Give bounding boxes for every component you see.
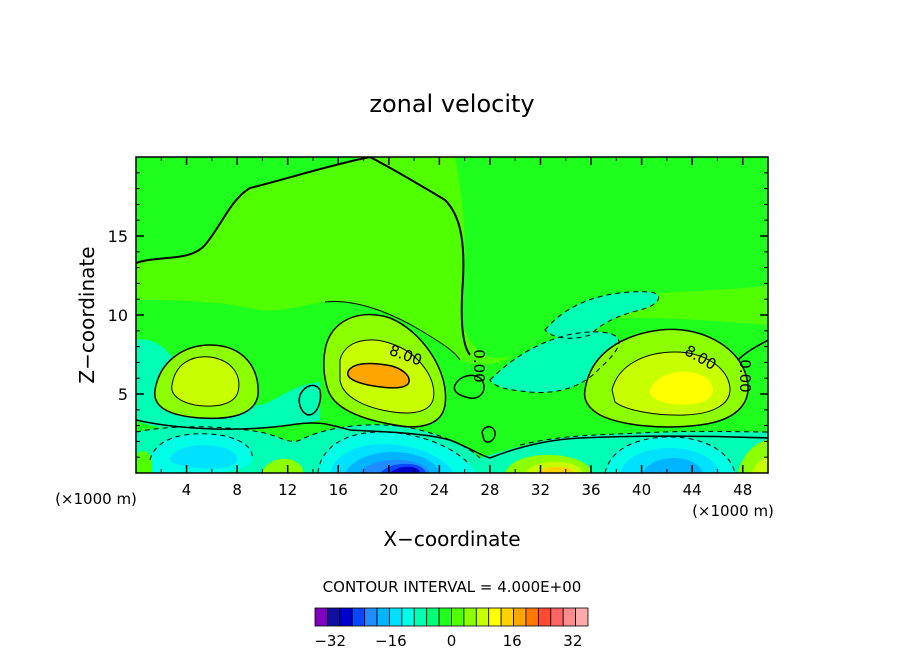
zero-contour-main <box>136 157 471 356</box>
colorbar-swatch <box>364 607 378 627</box>
colorbar-tick-label: 16 <box>503 632 522 650</box>
colorbar-ticks: −32 −16 0 16 32 <box>314 632 582 650</box>
contour-upper-cell <box>324 300 461 361</box>
contour-left-inner <box>171 356 240 407</box>
colorbar-swatch <box>314 607 328 627</box>
contour-small-loop-1 <box>453 374 485 399</box>
chart-title: zonal velocity <box>369 90 534 118</box>
neg-contour-right <box>489 331 620 394</box>
colorbar-swatch <box>575 607 589 627</box>
x-tick-label: 12 <box>278 481 297 499</box>
contour-bottom-dashed <box>136 424 768 459</box>
colorbar-swatch <box>475 607 490 627</box>
region-yellow-bottom-right <box>752 457 768 473</box>
colorbar-swatch <box>550 607 564 627</box>
contour-label: 0.00 <box>470 349 488 382</box>
colorbar-swatch <box>376 607 390 627</box>
x-tick-label: 36 <box>581 481 600 499</box>
region-yellow-left <box>171 356 239 407</box>
x-unit-left: (×1000 m) <box>55 490 137 508</box>
region-cyan-right <box>490 331 619 393</box>
contour-right-cell <box>583 328 749 428</box>
x-tick-label: 16 <box>329 481 348 499</box>
x-unit-right: (×1000 m) <box>692 502 774 520</box>
region-lemon-right <box>649 371 713 405</box>
colorbar-swatch <box>351 607 366 627</box>
contour-left-cell <box>154 344 259 420</box>
x-tick-label: 48 <box>733 481 752 499</box>
colorbar-tick-label: 0 <box>447 632 457 650</box>
colorbar-tick-label: 32 <box>563 632 582 650</box>
colorbar-swatch <box>562 607 576 627</box>
region-yellowgreen-bottom-left2 <box>262 458 304 473</box>
region-cyan-upper-right <box>545 291 659 339</box>
region-navy-bottom-center <box>390 466 420 473</box>
x-tick-label: 8 <box>232 481 242 499</box>
plot-area: 8.00 0.00 8.00 0.00 <box>136 157 768 473</box>
y-axis-ticks: 5 10 15 <box>108 172 768 458</box>
colorbar-swatch <box>413 607 428 627</box>
colorbar-swatch <box>513 607 527 627</box>
colorbar-swatch <box>537 607 552 627</box>
y-tick-label: 15 <box>108 227 128 246</box>
colorbar-tick-label: −32 <box>314 632 346 650</box>
y-axis-label: Z−coordinate <box>75 246 99 383</box>
x-tick-label: 4 <box>182 481 192 499</box>
x-tick-label: 20 <box>379 481 398 499</box>
region-orange-center <box>347 363 410 388</box>
colorbar-swatch <box>488 607 502 627</box>
y-tick-label: 10 <box>108 306 128 325</box>
contour-label: 0.00 <box>736 359 754 392</box>
colorbar-swatch <box>451 607 465 627</box>
colorbar-swatch <box>339 607 353 627</box>
colorbar-swatch <box>426 607 440 627</box>
contour-mid-band <box>136 419 768 459</box>
contour-center-cell <box>323 313 447 428</box>
contour-interval: CONTOUR INTERVAL = 4.000E+00 <box>323 578 582 596</box>
colorbar-swatch <box>500 607 514 627</box>
x-axis-ticks: 4 8 12 16 20 24 28 32 36 40 44 48 <box>160 157 752 499</box>
x-tick-label: 28 <box>480 481 499 499</box>
y-tick-label: 5 <box>118 385 128 404</box>
contour-bottom-right-dashed <box>604 436 736 473</box>
colorbar-swatch <box>327 607 341 627</box>
colorbar-swatch <box>401 607 415 627</box>
x-tick-label: 44 <box>683 481 702 499</box>
colorbar-tick-label: −16 <box>375 632 407 650</box>
zero-contour-dashes <box>544 291 660 339</box>
colorbar-swatch <box>463 607 477 627</box>
contour-right-inner <box>611 351 731 416</box>
x-tick-label: 40 <box>632 481 651 499</box>
colorbar <box>314 607 589 627</box>
x-axis-label: X−coordinate <box>383 527 520 551</box>
contour-center-core <box>347 362 410 389</box>
contour-center-inner <box>339 339 435 414</box>
contour-lines <box>136 157 768 473</box>
region-light-green-bottom-left <box>136 450 152 473</box>
contour-right-zero <box>737 339 768 361</box>
colorbar-swatch <box>389 607 403 627</box>
contour-small-loop-2 <box>481 426 496 443</box>
colorbar-swatch <box>525 607 539 627</box>
colorbar-swatch <box>438 607 452 627</box>
x-tick-label: 32 <box>531 481 550 499</box>
x-tick-label: 24 <box>430 481 449 499</box>
contour-small-loop-3 <box>298 384 322 416</box>
region-skyblue-bottom-right <box>642 458 703 473</box>
region-orange-bottom-center <box>538 466 574 473</box>
region-cyan2-bottom-left <box>169 445 238 469</box>
